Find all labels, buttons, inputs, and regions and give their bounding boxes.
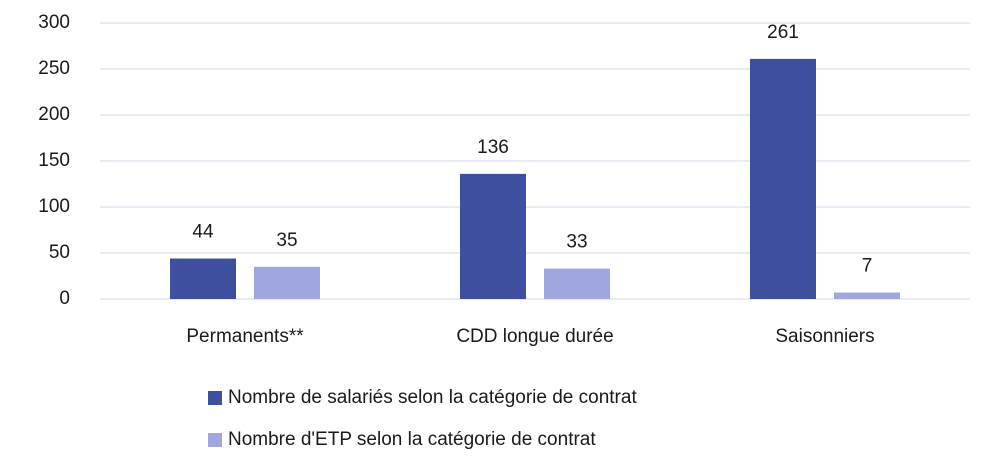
y-tick-label: 100 [38,196,70,217]
data-label: 261 [767,22,799,43]
y-tick-label: 200 [38,104,70,125]
y-tick-label: 150 [38,150,70,171]
y-tick-label: 300 [38,12,70,33]
y-tick-label: 50 [49,242,70,263]
x-tick-label: CDD longue durée [456,326,613,347]
legend-swatch [208,391,222,405]
y-tick-label: 0 [59,288,70,309]
bar [254,266,320,299]
bar [544,268,610,299]
legend-label: Nombre de salariés selon la catégorie de… [228,387,637,408]
bar [834,292,900,299]
legend-label: Nombre d'ETP selon la catégorie de contr… [228,429,596,450]
bar [750,58,816,299]
data-label: 35 [276,230,297,251]
x-tick-label: Permanents** [186,326,304,347]
data-label: 33 [566,232,587,253]
y-tick-label: 250 [38,58,70,79]
bar [170,258,236,299]
bar [460,173,526,299]
legend-swatch [208,433,222,447]
x-tick-label: Saisonniers [775,326,874,347]
data-label: 7 [862,256,873,277]
data-label: 44 [192,222,214,243]
data-label: 136 [477,137,509,158]
